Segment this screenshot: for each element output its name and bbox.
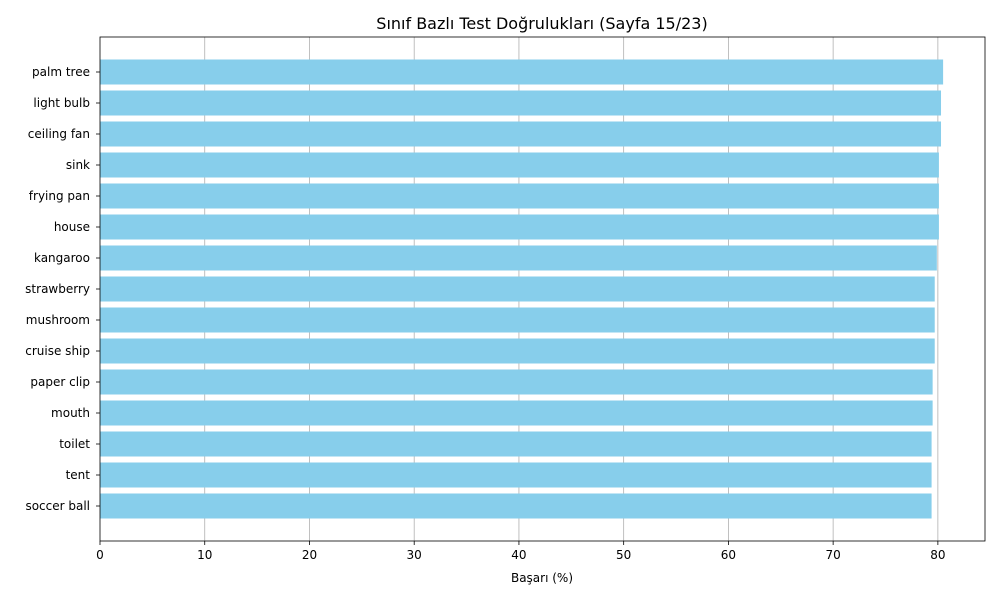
bar [100,369,933,395]
y-tick-label: mouth [51,406,90,420]
x-tick-label: 80 [930,548,945,562]
y-tick-label: kangaroo [34,251,90,265]
y-tick-label: strawberry [25,282,90,296]
bar [100,90,942,116]
bar [100,121,942,147]
y-tick-label: cruise ship [25,344,90,358]
x-tick-label: 30 [407,548,422,562]
bar [100,338,935,364]
y-tick-label: house [54,220,90,234]
x-tick-label: 50 [616,548,631,562]
x-tick-label: 10 [197,548,212,562]
x-tick-label: 60 [721,548,736,562]
y-tick-label: mushroom [26,313,90,327]
y-tick-label: frying pan [29,189,90,203]
x-tick-label: 0 [96,548,104,562]
y-tick-label: light bulb [33,96,90,110]
bar [100,183,939,209]
y-tick-label: toilet [59,437,90,451]
x-tick-labels: 0 10 20 30 40 50 60 70 80 [96,541,946,562]
y-tick-label: tent [66,468,91,482]
bar [100,276,935,302]
bars [100,59,944,519]
bar [100,493,932,519]
bar [100,462,932,488]
bar [100,152,939,178]
chart-title: Sınıf Bazlı Test Doğrulukları (Sayfa 15/… [376,14,707,33]
y-tick-label: sink [66,158,90,172]
bar [100,214,939,240]
plot-frame [99,36,986,542]
y-tick-labels: palm tree light bulb ceiling fan sink frying… [25,65,100,513]
y-tick-label: palm tree [32,65,90,79]
bar [100,431,932,457]
x-tick-label: 20 [302,548,317,562]
bar [100,245,937,271]
x-axis-label: Başarı (%) [511,571,573,585]
bar [100,59,944,85]
x-tick-label: 40 [511,548,526,562]
x-tick-label: 70 [825,548,840,562]
y-tick-label: soccer ball [25,499,90,513]
y-tick-label: ceiling fan [28,127,90,141]
y-tick-label: paper clip [30,375,90,389]
bar [100,400,933,426]
bar [100,307,935,333]
